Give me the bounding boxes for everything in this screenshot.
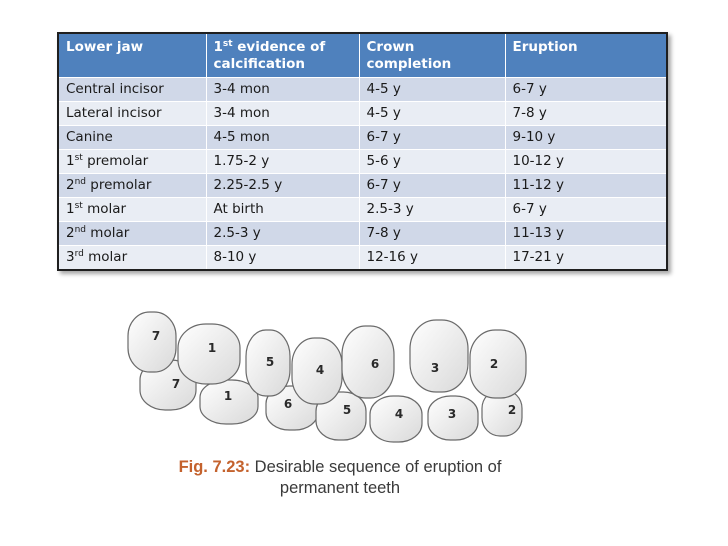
cell-eruption: 10-12 y bbox=[505, 149, 666, 174]
cell-calcification: 8-10 y bbox=[206, 245, 360, 269]
cell-calcification: 3-4 mon bbox=[206, 101, 360, 126]
cell-tooth: Central incisor bbox=[59, 77, 207, 102]
cell-crown-completion: 5-6 y bbox=[359, 149, 506, 174]
lower-tooth: 5 bbox=[315, 391, 367, 441]
upper-tooth-shape bbox=[127, 311, 177, 373]
table-row: Central incisor 3-4 mon 4-5 y 6-7 y bbox=[59, 77, 666, 102]
upper-tooth-shape bbox=[245, 329, 291, 397]
lower-tooth-number: 6 bbox=[284, 397, 292, 411]
cell-crown-completion: 7-8 y bbox=[359, 221, 506, 246]
upper-tooth: 7 bbox=[127, 311, 177, 373]
cell-tooth: Lateral incisor bbox=[59, 101, 207, 126]
table-row: 1st molar At birth 2.5-3 y 6-7 y bbox=[59, 197, 666, 222]
header-eruption: Eruption bbox=[505, 34, 666, 78]
cell-crown-completion: 4-5 y bbox=[359, 77, 506, 102]
cell-crown-completion: 6-7 y bbox=[359, 173, 506, 198]
upper-tooth-number: 4 bbox=[316, 363, 324, 377]
upper-tooth: 1 bbox=[177, 323, 241, 385]
table-row: 3rd molar 8-10 y 12-16 y 17-21 y bbox=[59, 245, 666, 269]
lower-tooth-number: 7 bbox=[172, 377, 180, 391]
upper-tooth-shape bbox=[409, 319, 469, 393]
lower-teeth-row: 7 1 6 5 4 3 2 bbox=[139, 359, 523, 443]
upper-tooth-shape bbox=[177, 323, 241, 385]
cell-calcification: 4-5 mon bbox=[206, 125, 360, 150]
upper-tooth-number: 3 bbox=[431, 361, 439, 375]
cell-crown-completion: 2.5-3 y bbox=[359, 197, 506, 222]
lower-tooth: 4 bbox=[369, 395, 423, 443]
lower-tooth: 1 bbox=[199, 379, 259, 425]
lower-tooth-number: 5 bbox=[343, 403, 351, 417]
figure-caption: Fig. 7.23: Desirable sequence of eruptio… bbox=[170, 457, 510, 499]
upper-teeth-row: 7 1 5 4 6 3 2 bbox=[127, 311, 527, 405]
upper-tooth: 4 bbox=[291, 337, 343, 405]
cell-eruption: 7-8 y bbox=[505, 101, 666, 126]
header-crown-completion: Crown completion bbox=[359, 34, 506, 78]
cell-eruption: 11-12 y bbox=[505, 173, 666, 198]
table-row: Canine 4-5 mon 6-7 y 9-10 y bbox=[59, 125, 666, 150]
cell-tooth: 3rd molar bbox=[59, 245, 207, 269]
cell-calcification: 2.5-3 y bbox=[206, 221, 360, 246]
cell-tooth: 2nd molar bbox=[59, 221, 207, 246]
cell-calcification: 2.25-2.5 y bbox=[206, 173, 360, 198]
cell-eruption: 6-7 y bbox=[505, 77, 666, 102]
lower-tooth-number: 1 bbox=[224, 389, 232, 403]
cell-tooth: 2nd premolar bbox=[59, 173, 207, 198]
upper-tooth-shape bbox=[341, 325, 395, 399]
cell-calcification: 1.75-2 y bbox=[206, 149, 360, 174]
lower-tooth: 3 bbox=[427, 395, 479, 441]
cell-tooth: Canine bbox=[59, 125, 207, 150]
upper-tooth: 5 bbox=[245, 329, 291, 397]
cell-eruption: 17-21 y bbox=[505, 245, 666, 269]
upper-tooth: 2 bbox=[469, 329, 527, 399]
lower-tooth-shape bbox=[427, 395, 479, 441]
upper-tooth: 6 bbox=[341, 325, 395, 399]
upper-tooth-number: 7 bbox=[152, 329, 160, 343]
table-row: 2nd premolar 2.25-2.5 y 6-7 y 11-12 y bbox=[59, 173, 666, 198]
cell-eruption: 6-7 y bbox=[505, 197, 666, 222]
upper-tooth-number: 1 bbox=[208, 341, 216, 355]
eruption-table-container: Lower jaw 1st evidence of calcification … bbox=[57, 32, 668, 271]
cell-crown-completion: 6-7 y bbox=[359, 125, 506, 150]
figure-caption-label: Fig. 7.23: bbox=[178, 458, 251, 476]
header-lower-jaw: Lower jaw bbox=[59, 34, 207, 78]
cell-tooth: 1st molar bbox=[59, 197, 207, 222]
eruption-table: Lower jaw 1st evidence of calcification … bbox=[59, 34, 666, 269]
teeth-eruption-figure: 7 1 6 5 4 3 2 7 1 5 4 6 3 2 bbox=[120, 300, 540, 460]
lower-tooth-number: 4 bbox=[395, 407, 403, 421]
cell-tooth: 1st premolar bbox=[59, 149, 207, 174]
cell-eruption: 11-13 y bbox=[505, 221, 666, 246]
cell-crown-completion: 12-16 y bbox=[359, 245, 506, 269]
header-calcification: 1st evidence of calcification bbox=[206, 34, 360, 78]
table-row: 2nd molar 2.5-3 y 7-8 y 11-13 y bbox=[59, 221, 666, 246]
teeth-illustration: 7 1 6 5 4 3 2 7 1 5 4 6 3 2 bbox=[127, 311, 527, 443]
lower-tooth-number: 3 bbox=[448, 407, 456, 421]
lower-tooth-shape bbox=[315, 391, 367, 441]
upper-tooth-number: 6 bbox=[371, 357, 379, 371]
cell-calcification: At birth bbox=[206, 197, 360, 222]
upper-tooth: 3 bbox=[409, 319, 469, 393]
cell-crown-completion: 4-5 y bbox=[359, 101, 506, 126]
table-row: 1st premolar 1.75-2 y 5-6 y 10-12 y bbox=[59, 149, 666, 174]
lower-tooth-number: 2 bbox=[508, 403, 516, 417]
table-header-row: Lower jaw 1st evidence of calcification … bbox=[59, 34, 666, 78]
lower-tooth-shape bbox=[369, 395, 423, 443]
upper-tooth-number: 2 bbox=[490, 357, 498, 371]
table-row: Lateral incisor 3-4 mon 4-5 y 7-8 y bbox=[59, 101, 666, 126]
cell-eruption: 9-10 y bbox=[505, 125, 666, 150]
figure-caption-text: Desirable sequence of eruption of perman… bbox=[250, 458, 502, 497]
cell-calcification: 3-4 mon bbox=[206, 77, 360, 102]
lower-tooth-shape bbox=[199, 379, 259, 425]
upper-tooth-number: 5 bbox=[266, 355, 274, 369]
upper-tooth-shape bbox=[469, 329, 527, 399]
